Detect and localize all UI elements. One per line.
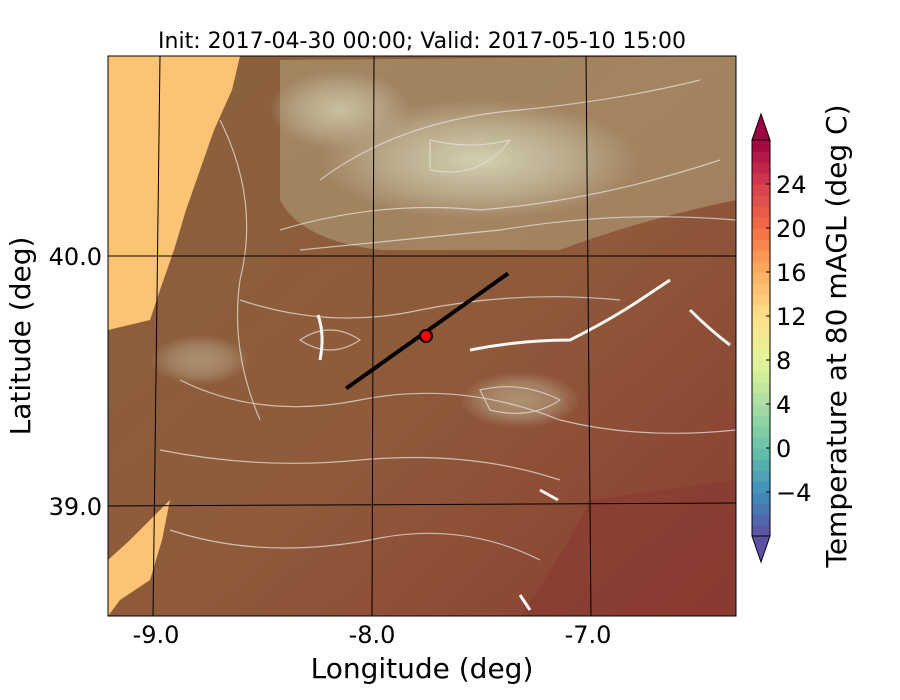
colorbar-segment [752, 184, 770, 196]
colorbar-tick-label: 20 [776, 215, 807, 243]
location-marker [419, 329, 433, 343]
contour-lines [159, 79, 736, 561]
y-tick-label: 40.0 [49, 243, 102, 271]
map-title: Init: 2017-04-30 00:00; Valid: 2017-05-1… [158, 29, 686, 54]
colorbar-tick-labels: −4 0 4 8 12 16 20 24 [766, 171, 811, 507]
colorbar-label: Temperature at 80 mAGL (deg C) [820, 104, 853, 568]
colorbar-segment [752, 415, 770, 427]
colorbar-segment [752, 272, 770, 284]
map-panel [108, 56, 736, 616]
x-axis-label: Longitude (deg) [311, 652, 534, 685]
colorbar-extend-max [751, 112, 771, 141]
colorbar-tick-label: 0 [776, 435, 791, 463]
warm-region [520, 480, 736, 616]
x-tick-label: -7.0 [565, 621, 612, 649]
colorbar-tick-label: 16 [776, 259, 807, 287]
colorbar-tick-label: 24 [776, 171, 807, 199]
colorbar-segment [752, 470, 770, 482]
colorbar-tick-label: 12 [776, 303, 807, 331]
y-tick-labels: 40.0 39.0 [49, 243, 102, 521]
highland-peak [150, 335, 250, 385]
colorbar-segment [752, 140, 770, 152]
colorbar-tick-label: −4 [776, 479, 811, 507]
colorbar-segment [752, 151, 770, 163]
colorbar-segment [752, 404, 770, 416]
colorbar-segment [752, 250, 770, 262]
colorbar-segment [752, 283, 770, 295]
colorbar-segment [752, 492, 770, 504]
x-tick-label: -8.0 [349, 621, 396, 649]
colorbar-segment [752, 360, 770, 372]
colorbar-segment [752, 294, 770, 306]
x-tick-labels: -9.0 -8.0 -7.0 [133, 621, 612, 649]
colorbar-segment [752, 426, 770, 438]
colorbar-segment [752, 206, 770, 218]
colorbar-segment [752, 305, 770, 317]
colorbar-segment [752, 162, 770, 174]
colorbar-segment [752, 393, 770, 405]
colorbar-segment [752, 481, 770, 493]
water-bodies [316, 278, 731, 611]
colorbar [751, 112, 771, 564]
colorbar-segment [752, 316, 770, 328]
colorbar-segment [752, 382, 770, 394]
y-tick-label: 39.0 [49, 493, 102, 521]
colorbar-segment [752, 261, 770, 273]
colorbar-segment [752, 217, 770, 229]
highland-peak [270, 70, 410, 150]
highland-peak [460, 372, 580, 428]
colorbar-segment [752, 437, 770, 449]
colorbar-segment [752, 338, 770, 350]
colorbar-segment [752, 459, 770, 471]
colorbar-segment [752, 371, 770, 383]
map-frame [107, 55, 737, 617]
colorbar-segment [752, 239, 770, 251]
colorbar-segment [752, 525, 770, 537]
y-axis-label: Latitude (deg) [4, 237, 37, 436]
colorbar-tick-label: 4 [776, 391, 791, 419]
x-tick-label: -9.0 [133, 621, 180, 649]
colorbar-extend-min [751, 535, 771, 564]
colorbar-segment [752, 349, 770, 361]
colorbar-segment [752, 448, 770, 460]
colorbar-segment [752, 173, 770, 185]
colorbar-tick-label: 8 [776, 347, 791, 375]
graticule [108, 56, 736, 616]
colorbar-segment [752, 195, 770, 207]
colorbar-segment [752, 514, 770, 526]
colorbar-segment [752, 327, 770, 339]
colorbar-segment [752, 228, 770, 240]
sea-area [108, 56, 240, 330]
colorbar-segment [752, 503, 770, 515]
colorbar-frame [751, 139, 771, 537]
